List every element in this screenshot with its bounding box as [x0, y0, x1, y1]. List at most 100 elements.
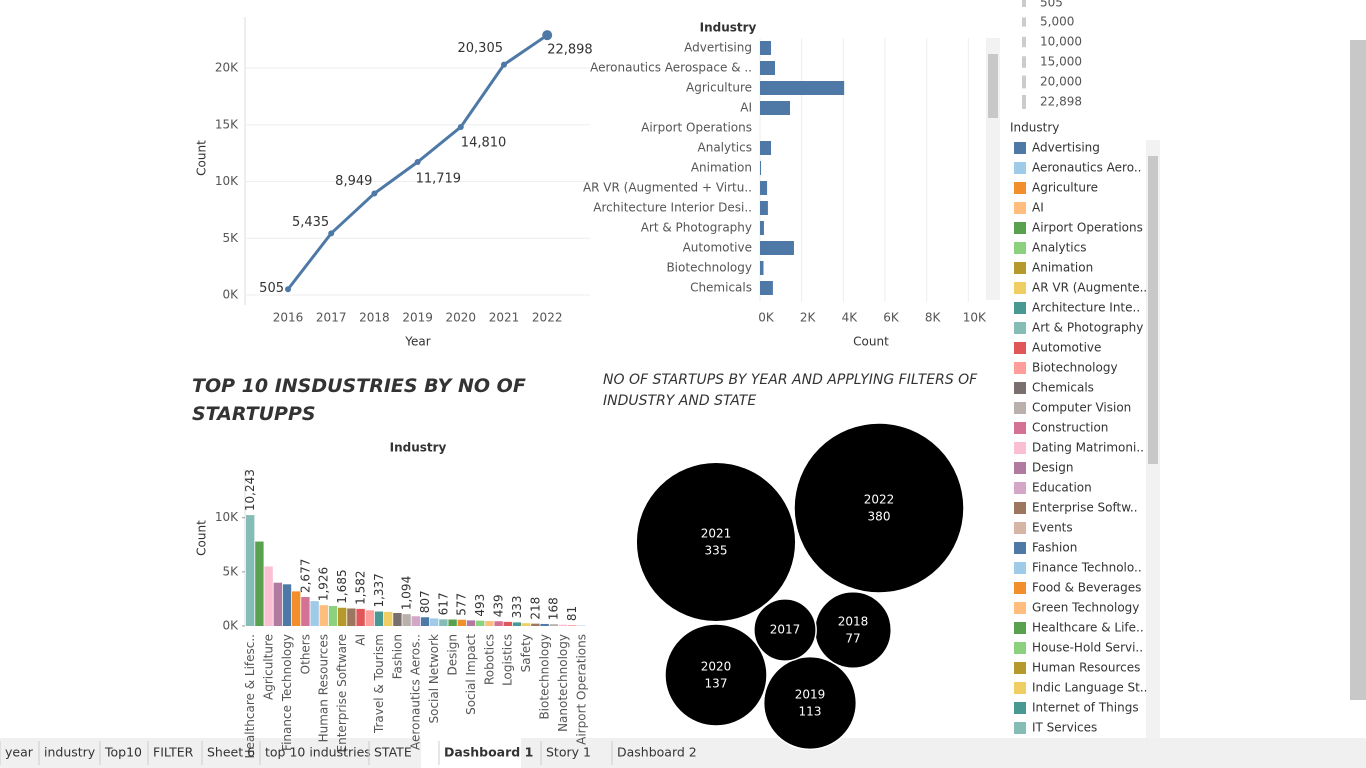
legend-swatch[interactable]	[1014, 702, 1026, 714]
legend-swatch[interactable]	[1014, 142, 1026, 154]
legend-swatch[interactable]	[1014, 582, 1026, 594]
legend-swatch[interactable]	[1014, 362, 1026, 374]
legend-swatch[interactable]	[1014, 542, 1026, 554]
legend-swatch[interactable]	[1014, 322, 1026, 334]
legend-label[interactable]: Indic Language St..	[1032, 681, 1148, 695]
y-tick-label: 0K	[222, 619, 239, 633]
bubble	[664, 623, 768, 727]
legend-swatch[interactable]	[1014, 302, 1026, 314]
tab[interactable]: Story 1	[546, 745, 591, 760]
legend-label[interactable]: AR VR (Augmente..	[1032, 281, 1147, 295]
legend-swatch[interactable]	[1014, 602, 1026, 614]
legend-label[interactable]: Chemicals	[1032, 381, 1094, 395]
x-tick-label: Agriculture	[262, 634, 276, 700]
scroll-thumb[interactable]	[1148, 156, 1158, 464]
x-axis-label: Year	[404, 335, 430, 349]
legend-label[interactable]: Finance Technolo..	[1032, 561, 1142, 575]
bar	[760, 181, 768, 195]
legend-swatch[interactable]	[1014, 382, 1026, 394]
legend-label[interactable]: Fashion	[1032, 541, 1077, 555]
y-tick-label: Aeronautics Aerospace & ..	[590, 61, 752, 75]
legend-label[interactable]: AI	[1032, 201, 1044, 215]
bubble	[793, 422, 965, 594]
tab[interactable]: Top10	[104, 745, 142, 760]
legend-swatch[interactable]	[1014, 502, 1026, 514]
y-tick-label: Chemicals	[690, 281, 752, 295]
legend-label[interactable]: Dating Matrimoni..	[1032, 441, 1144, 455]
x-tick-label: 8K	[925, 311, 942, 325]
legend-label[interactable]: Aeronautics Aero..	[1032, 161, 1141, 175]
bar	[558, 624, 568, 626]
legend-swatch[interactable]	[1014, 662, 1026, 674]
chart-title: TOP 10 INSDUSTRIES BY NO OF STARTUPPS	[192, 375, 526, 425]
legend-label[interactable]: Green Technology	[1032, 601, 1139, 615]
y-tick-label: 0K	[222, 288, 239, 302]
tab[interactable]: year	[5, 745, 34, 760]
legend-label[interactable]: Computer Vision	[1032, 401, 1131, 415]
legend-label[interactable]: Animation	[1032, 261, 1093, 275]
legend-label[interactable]: Design	[1032, 461, 1073, 475]
tab[interactable]: industry	[44, 745, 96, 760]
tab[interactable]: top 10 industries	[265, 745, 371, 760]
legend-swatch[interactable]	[1014, 622, 1026, 634]
legend-label[interactable]: IT Services	[1032, 721, 1097, 735]
legend-swatch[interactable]	[1014, 202, 1026, 214]
legend-swatch[interactable]	[1014, 182, 1026, 194]
tab[interactable]: Dashboard 1	[444, 745, 533, 760]
legend-label[interactable]: Airport Operations	[1032, 221, 1143, 235]
legend-label[interactable]: Healthcare & Life..	[1032, 621, 1144, 635]
y-tick-label: Architecture Interior Desi..	[593, 201, 752, 215]
legend-swatch[interactable]	[1014, 682, 1026, 694]
legend-swatch[interactable]	[1014, 642, 1026, 654]
bar	[522, 623, 531, 626]
x-tick-label: Airport Operations	[574, 634, 588, 745]
legend-swatch[interactable]	[1014, 562, 1026, 574]
x-tick-label: 2017	[316, 311, 347, 325]
data-label: 1,926	[317, 567, 331, 601]
legend-swatch[interactable]	[1014, 222, 1026, 234]
legend-label[interactable]: Food & Beverages	[1032, 581, 1141, 595]
legend-label[interactable]: Construction	[1032, 421, 1108, 435]
legend-label[interactable]: Agriculture	[1032, 181, 1098, 195]
legend-swatch[interactable]	[1014, 162, 1026, 174]
bar	[319, 605, 328, 626]
legend-swatch[interactable]	[1014, 422, 1026, 434]
legend-swatch[interactable]	[1014, 242, 1026, 254]
legend-swatch[interactable]	[1014, 262, 1026, 274]
x-tick-label: Safety	[519, 634, 533, 672]
legend-label[interactable]: Enterprise Softw..	[1032, 501, 1138, 515]
legend-label[interactable]: Analytics	[1032, 241, 1087, 255]
legend-label[interactable]: Education	[1032, 481, 1092, 495]
legend-swatch[interactable]	[1014, 482, 1026, 494]
legend-swatch[interactable]	[1014, 522, 1026, 534]
legend-swatch[interactable]	[1014, 722, 1026, 734]
x-axis-label: Count	[853, 335, 889, 349]
bar	[503, 621, 512, 626]
legend-label[interactable]: Events	[1032, 521, 1073, 535]
page-scrollbar[interactable]	[1350, 40, 1366, 700]
tab[interactable]: Sheet 6	[207, 745, 255, 760]
data-label: 333	[510, 595, 524, 618]
legend-label[interactable]: Biotechnology	[1032, 361, 1118, 375]
tab[interactable]: Dashboard 2	[617, 745, 697, 760]
legend-label[interactable]: Art & Photography	[1032, 321, 1143, 335]
legend-swatch[interactable]	[1014, 282, 1026, 294]
data-label: 617	[436, 592, 450, 615]
tab-bar	[0, 738, 1366, 768]
bar	[246, 515, 255, 626]
legend-swatch[interactable]	[1014, 402, 1026, 414]
bar	[420, 617, 430, 626]
legend-label[interactable]: Architecture Inte..	[1032, 301, 1140, 315]
legend-swatch[interactable]	[1014, 342, 1026, 354]
legend-swatch[interactable]	[1014, 462, 1026, 474]
tab[interactable]: FILTER	[153, 745, 194, 760]
legend-label[interactable]: Human Resources	[1032, 661, 1140, 675]
legend-label[interactable]: Internet of Things	[1032, 701, 1139, 715]
legend-label[interactable]: Automotive	[1032, 341, 1101, 355]
legend-label[interactable]: Advertising	[1032, 141, 1100, 155]
scroll-thumb[interactable]	[988, 54, 998, 118]
legend-label[interactable]: House-Hold Servi..	[1032, 641, 1143, 655]
bubble	[762, 655, 858, 751]
tab[interactable]: STATE	[374, 745, 412, 760]
legend-swatch[interactable]	[1014, 442, 1026, 454]
